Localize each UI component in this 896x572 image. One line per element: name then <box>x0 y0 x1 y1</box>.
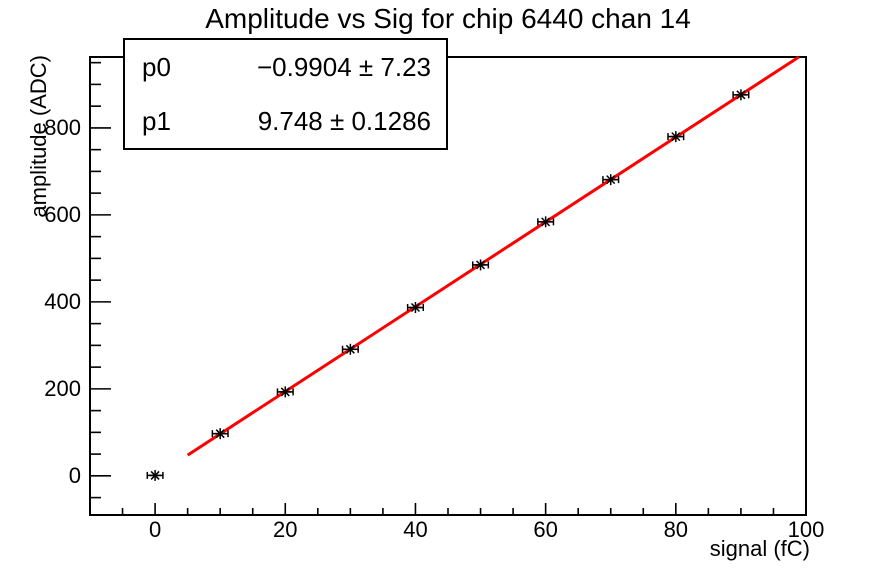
y-tick-label: 800 <box>44 115 81 140</box>
x-tick-label: 0 <box>149 517 161 542</box>
asterisk-marker <box>736 90 746 100</box>
x-tick-label: 20 <box>273 517 297 542</box>
stat-row-p0: p0 −0.9904 ± 7.23 <box>125 40 446 94</box>
x-axis-title: signal (fC) <box>710 536 810 561</box>
y-tick-label: 0 <box>69 463 81 488</box>
y-tick-label: 400 <box>44 289 81 314</box>
y-tick-label: 200 <box>44 376 81 401</box>
plot-frame <box>89 56 807 516</box>
asterisk-marker <box>280 387 290 397</box>
asterisk-marker <box>215 429 225 439</box>
x-tick-label: 80 <box>664 517 688 542</box>
data-point <box>341 343 359 355</box>
y-tick-label: 600 <box>44 202 81 227</box>
y-axis-title: amplitude (ADC) <box>26 55 51 218</box>
data-point <box>276 386 294 398</box>
data-points <box>146 89 750 481</box>
data-point <box>146 469 164 481</box>
asterisk-marker <box>345 344 355 354</box>
data-point <box>667 131 685 143</box>
asterisk-marker <box>606 175 616 185</box>
data-point <box>732 89 750 101</box>
x-tick-label: 100 <box>788 517 825 542</box>
x-tick-label: 60 <box>533 517 557 542</box>
asterisk-marker <box>476 260 486 270</box>
fit-stats-box: p0 −0.9904 ± 7.23 p1 9.748 ± 0.1286 <box>123 38 448 150</box>
plot-title: Amplitude vs Sig for chip 6440 chan 14 <box>205 3 691 34</box>
asterisk-marker <box>410 302 420 313</box>
stat-row-p1: p1 9.748 ± 0.1286 <box>125 94 446 148</box>
stat-param-value: −0.9904 ± 7.23 <box>256 51 431 82</box>
asterisk-marker <box>671 132 681 142</box>
asterisk-marker <box>150 470 160 480</box>
stat-param-name: p0 <box>142 51 171 82</box>
data-point <box>471 259 490 271</box>
asterisk-marker <box>541 217 551 227</box>
stat-param-value: 9.748 ± 0.1286 <box>257 105 431 136</box>
stat-param-name: p1 <box>142 105 171 136</box>
data-point <box>602 174 620 186</box>
x-tick-label: 40 <box>403 517 427 542</box>
data-point <box>211 428 229 440</box>
data-point <box>537 216 555 228</box>
data-point <box>406 302 425 314</box>
